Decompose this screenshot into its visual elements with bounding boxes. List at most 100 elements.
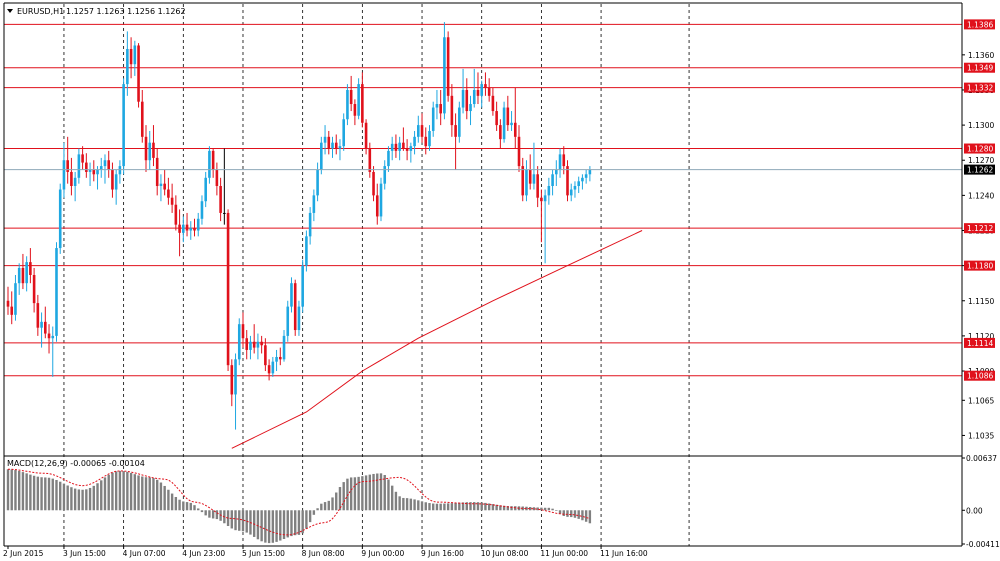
candle-body [390,143,394,151]
macd-bar [536,507,539,511]
candle-body [532,174,536,184]
candle-body [573,186,577,190]
candle-body [379,183,383,217]
level-label: 1.1386 [967,20,993,29]
candle-body [338,146,342,149]
macd-bar [197,508,200,511]
macd-bar [294,510,297,536]
candle-body [454,125,457,137]
macd-bar [364,475,368,511]
price-tick-label: 1.1065 [968,396,994,405]
candle-body [208,150,211,178]
candle-body [584,174,588,178]
macd-bar [454,502,457,511]
macd-bar [290,510,293,537]
candle-body [469,104,472,112]
candle-body [152,142,155,158]
price-tick-label: 1.1270 [968,156,994,165]
macd-bar [502,505,506,511]
macd-bar [271,510,275,543]
candle-body [271,361,275,374]
candle-body [413,136,416,147]
macd-bar [540,507,543,511]
candle-body [353,104,357,116]
candle-body [525,169,528,196]
candle-body [122,84,125,167]
macd-indicator-label: MACD(12,26,9) -0.00065 -0.00104 [7,459,145,468]
triangle-down-icon[interactable] [7,9,13,13]
candle-body [215,169,219,186]
candle-body [55,248,58,336]
candle-body [73,177,77,186]
macd-bar [178,499,181,511]
candle-body [420,125,424,137]
macd-bar [275,510,278,542]
price-tick-label: 1.1120 [968,332,994,341]
macd-bar [506,506,510,511]
level-label: 1.1212 [967,224,993,233]
candle-body [36,303,40,328]
time-tick-label: 9 Jun 00:00 [361,549,404,558]
macd-bar [47,477,51,511]
macd-bar [137,475,140,511]
macd-signal-line [7,468,591,536]
macd-bar [208,510,211,518]
macd-bar [409,498,413,511]
macd-bar [372,473,375,511]
macd-bar [480,502,483,511]
candle-body [409,146,413,151]
candle-body [44,321,47,334]
macd-bar [126,471,129,511]
candle-body [331,142,334,149]
time-tick-label: 3 Jun 15:00 [63,549,106,558]
candle-body [14,283,17,315]
time-tick-label: 5 Jun 15:00 [242,549,285,558]
macd-bar [29,474,32,511]
candle-body [394,143,398,151]
candle-body [245,338,249,350]
candle-body [51,335,55,339]
candle-body [264,345,267,366]
candle-body [383,166,387,184]
chart-ohlc-readout: 1.1257 1.1263 1.1256 1.1262 [66,7,186,16]
candle-body [417,125,420,137]
level-label: 1.1280 [967,145,993,154]
candle-body [256,341,260,348]
level-label-background [964,19,995,30]
candle-body [230,365,234,395]
candle-body [502,107,506,140]
macd-bar [487,503,491,511]
candle-body [118,166,122,175]
candle-body [148,142,152,161]
macd-bar [368,474,372,511]
candle-body [458,107,461,137]
macd-bar [390,485,394,511]
candle-body [10,306,14,315]
candle-body [70,171,73,186]
macd-bar [420,501,424,511]
time-tick-label: 9 Jun 16:00 [421,549,464,558]
candle-body [301,265,304,307]
level-label-background [964,260,995,271]
candle-body [491,95,495,112]
macd-bar [484,502,487,511]
candle-body [346,89,349,120]
macd-bar [547,507,551,511]
price-tick-label: 1.1150 [968,297,994,306]
level-label: 1.1114 [967,339,993,348]
candle-body [99,166,103,170]
level-label-background [964,337,995,348]
candle-body [293,283,297,331]
candle-body [349,89,353,105]
time-tick-label: 11 Jun 00:00 [540,549,588,558]
candle-body [316,169,319,196]
candle-body [521,166,525,196]
candle-body [111,169,114,190]
macd-bar [588,510,592,524]
macd-bar [6,469,10,511]
candle-body [327,136,331,149]
macd-bar [85,489,88,511]
macd-bar [525,506,528,511]
